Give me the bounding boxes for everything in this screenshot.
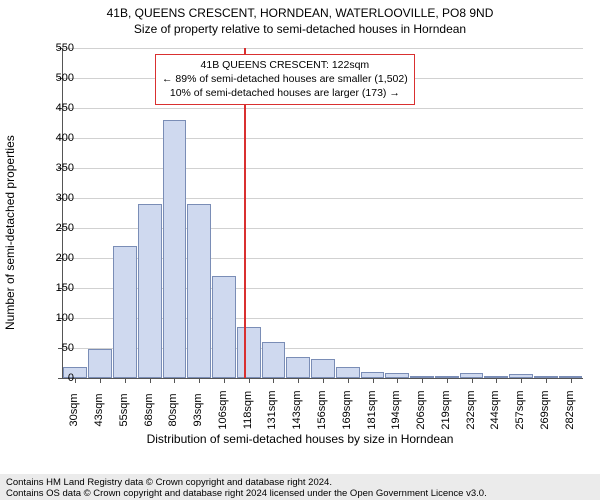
x-tick-label: 55sqm	[118, 393, 130, 426]
footer-line-2: Contains OS data © Crown copyright and d…	[6, 488, 594, 499]
x-tick-label: 269sqm	[539, 390, 551, 429]
x-tick-label: 118sqm	[242, 391, 254, 429]
bar	[163, 120, 187, 378]
x-tick-label: 93sqm	[192, 393, 204, 426]
y-tick-label: 550	[56, 42, 74, 54]
y-tick-label: 200	[56, 252, 74, 264]
bar	[187, 204, 211, 378]
chart-subtitle: Size of property relative to semi-detach…	[0, 20, 600, 36]
y-tick-label: 450	[56, 102, 74, 114]
x-tick-label: 257sqm	[514, 390, 526, 429]
plot-area: 41B QUEENS CRESCENT: 122sqm← 89% of semi…	[62, 48, 583, 379]
x-tick-label: 68sqm	[143, 393, 155, 426]
x-tick-label: 194sqm	[390, 390, 402, 429]
x-tick-label: 106sqm	[217, 390, 229, 429]
bar	[113, 246, 137, 378]
bar	[286, 357, 310, 378]
bar	[262, 342, 286, 378]
marker-legend: 41B QUEENS CRESCENT: 122sqm← 89% of semi…	[155, 54, 415, 105]
x-tick-label: 181sqm	[366, 390, 378, 429]
y-tick-label: 250	[56, 222, 74, 234]
x-tick-label: 30sqm	[68, 393, 80, 426]
x-tick-label: 80sqm	[167, 393, 179, 426]
x-tick-label: 169sqm	[341, 390, 353, 429]
x-tick-label: 282sqm	[564, 390, 576, 429]
y-tick-label: 150	[56, 282, 74, 294]
x-tick-label: 206sqm	[415, 390, 427, 429]
bar	[88, 349, 112, 378]
marker-legend-line: 10% of semi-detached houses are larger (…	[162, 86, 408, 100]
chart-container: 41B, QUEENS CRESCENT, HORNDEAN, WATERLOO…	[0, 0, 600, 500]
x-tick-label: 156sqm	[316, 390, 328, 429]
y-tick-label: 300	[56, 192, 74, 204]
y-tick-label: 500	[56, 72, 74, 84]
x-tick-label: 43sqm	[93, 393, 105, 426]
footer-line-1: Contains HM Land Registry data © Crown c…	[6, 477, 594, 488]
bar	[336, 367, 360, 378]
marker-legend-line: 41B QUEENS CRESCENT: 122sqm	[162, 58, 408, 72]
y-axis-label: Number of semi-detached properties	[3, 135, 17, 330]
x-tick-label: 131sqm	[266, 390, 278, 429]
chart-title: 41B, QUEENS CRESCENT, HORNDEAN, WATERLOO…	[0, 0, 600, 20]
y-tick-label: 0	[68, 372, 74, 384]
y-tick-label: 400	[56, 132, 74, 144]
y-tick-label: 50	[62, 342, 74, 354]
x-tick-label: 143sqm	[291, 390, 303, 429]
footer: Contains HM Land Registry data © Crown c…	[0, 474, 600, 500]
x-tick-label: 232sqm	[465, 390, 477, 429]
y-tick-label: 350	[56, 162, 74, 174]
x-tick-label: 244sqm	[489, 390, 501, 429]
x-axis-label: Distribution of semi-detached houses by …	[0, 432, 600, 446]
bar	[212, 276, 236, 378]
bar	[311, 359, 335, 378]
x-tick-label: 219sqm	[440, 390, 452, 429]
bar	[138, 204, 162, 378]
marker-legend-line: ← 89% of semi-detached houses are smalle…	[162, 72, 408, 86]
bar	[237, 327, 261, 378]
y-tick-label: 100	[56, 312, 74, 324]
